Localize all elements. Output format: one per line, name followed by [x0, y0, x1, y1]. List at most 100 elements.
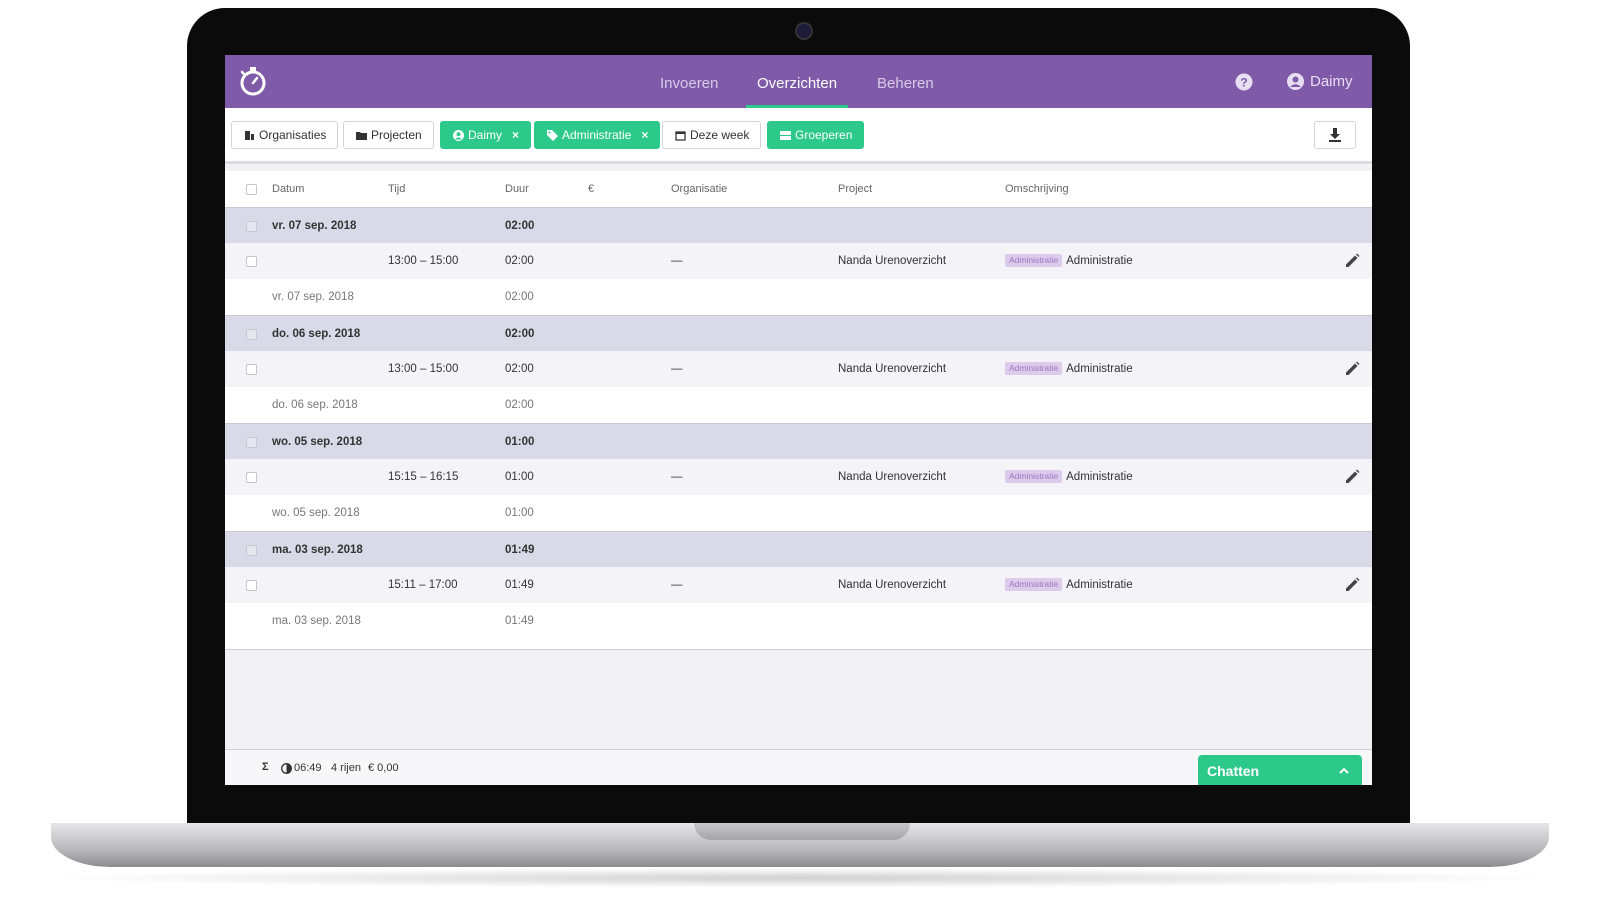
entry-description: Administratie Administratie	[1005, 351, 1133, 387]
entry-description: Administratie Administratie	[1005, 567, 1133, 603]
download-icon	[1329, 128, 1341, 142]
filter-icon-svg	[675, 130, 686, 141]
filter-button[interactable]: Organisaties	[231, 121, 339, 149]
group-date: wo. 05 sep. 2018	[272, 436, 363, 448]
entry-time: 15:15 – 16:15	[388, 471, 459, 483]
subtotal-total: 01:00	[505, 507, 534, 519]
entry-project: Nanda Urenoverzicht	[838, 363, 947, 375]
checkbox[interactable]	[246, 364, 257, 375]
edit-button[interactable]	[1344, 253, 1360, 269]
download-button[interactable]	[1314, 121, 1356, 149]
row-count: 4 rijen	[331, 762, 361, 774]
filter-label: Organisaties	[259, 128, 327, 142]
subtotal-row: wo. 05 sep. 2018 01:00	[225, 495, 1372, 531]
group-total: 01:49	[505, 544, 535, 556]
filter-icon	[244, 130, 255, 141]
subtotal-total: 02:00	[505, 399, 534, 411]
subtotal-total: 01:49	[505, 615, 534, 627]
group-date: ma. 03 sep. 2018	[272, 544, 363, 556]
checkbox[interactable]	[246, 472, 257, 483]
filter-button[interactable]: Projecten	[343, 121, 434, 149]
edit-icon	[1346, 577, 1360, 591]
entry-organisation: —	[671, 363, 683, 375]
shadow	[36, 868, 1564, 888]
checkbox[interactable]	[246, 221, 257, 232]
entry-row: 13:00 – 15:00 02:00 — Nanda Urenoverzicht Ad…	[225, 243, 1372, 279]
entry-organisation: —	[671, 579, 683, 591]
nav-item[interactable]: Beheren	[877, 75, 934, 92]
checkbox[interactable]	[246, 329, 257, 340]
filter-icon-svg	[453, 129, 464, 141]
description-text: Administratie	[1066, 255, 1133, 267]
group-date: vr. 07 sep. 2018	[272, 220, 357, 232]
description-text: Administratie	[1066, 471, 1133, 483]
entry-project: Nanda Urenoverzicht	[838, 579, 947, 591]
entry-description: Administratie Administratie	[1005, 243, 1133, 279]
entry-row: 15:11 – 17:00 01:49 — Nanda Urenoverzicht Ad…	[225, 567, 1372, 603]
filter-label: Daimy	[468, 128, 503, 142]
entry-time: 15:11 – 17:00	[388, 579, 458, 591]
entry-description: Administratie Administratie	[1005, 459, 1133, 495]
subtotal-row: do. 06 sep. 2018 02:00	[225, 387, 1372, 423]
toolbar: Organisaties Projecten Daimy × Administratie…	[225, 108, 1372, 164]
filter-label: Deze week	[690, 128, 750, 142]
column-header: Duur	[505, 183, 529, 195]
clock-icon	[281, 763, 292, 774]
filter-button[interactable]: Administratie ×	[534, 121, 661, 149]
filter-icon	[356, 130, 367, 141]
group-row: wo. 05 sep. 2018 01:00	[225, 423, 1372, 460]
entry-organisation: —	[671, 471, 683, 483]
laptop-notch	[694, 823, 910, 840]
checkbox[interactable]	[246, 437, 257, 448]
edit-button[interactable]	[1344, 469, 1360, 485]
nav-item[interactable]: Overzichten	[746, 55, 849, 108]
checkbox[interactable]	[246, 256, 257, 267]
laptop-mockup: Invoeren Overzichten Beheren ? Daimy Organ…	[16, 8, 1584, 893]
filter-button[interactable]: Daimy ×	[440, 121, 532, 149]
remove-filter[interactable]: ×	[641, 128, 649, 142]
entry-time: 13:00 – 15:00	[388, 255, 459, 267]
edit-button[interactable]	[1344, 361, 1360, 377]
user-menu[interactable]: Daimy	[1287, 55, 1353, 108]
entry-row: 15:15 – 16:15 01:00 — Nanda Urenoverzicht Ad…	[225, 459, 1372, 495]
chevron-up	[1339, 767, 1349, 774]
column-header: Datum	[272, 183, 305, 195]
svg-text:?: ?	[1240, 76, 1247, 90]
total-duration: 06:49	[294, 762, 322, 774]
user-name: Daimy	[1310, 73, 1353, 90]
sigma: Σ	[262, 761, 269, 773]
filter-icon	[547, 129, 558, 141]
screen: Invoeren Overzichten Beheren ? Daimy Organ…	[225, 55, 1372, 785]
entry-time: 13:00 – 15:00	[388, 363, 459, 375]
edit-icon	[1346, 361, 1360, 375]
checkbox[interactable]	[246, 545, 257, 556]
entry-duration: 02:00	[505, 255, 534, 267]
column-header: Project	[838, 183, 873, 195]
column-header: Organisatie	[671, 183, 728, 195]
entry-project: Nanda Urenoverzicht	[838, 471, 947, 483]
subtotal-row: vr. 07 sep. 2018 02:00	[225, 279, 1372, 315]
filter-button[interactable]: Deze week	[662, 121, 762, 149]
chat-button[interactable]: Chatten	[1198, 755, 1362, 785]
remove-filter[interactable]: ×	[512, 128, 520, 142]
checkbox[interactable]	[246, 580, 257, 591]
filter-button[interactable]: Groeperen	[767, 121, 865, 149]
table: Datum Tijd Duur € Organisatie Project Omschrij…	[225, 171, 1372, 650]
filter-icon	[780, 130, 791, 141]
footer: Σ 06:49 4 rijen € 0,00	[225, 749, 1372, 785]
filter-label: Groeperen	[795, 128, 853, 142]
filter-icon-svg	[356, 131, 367, 140]
filter-icon-svg	[780, 130, 791, 140]
tag: Administratie	[1005, 470, 1063, 483]
tag: Administratie	[1005, 362, 1063, 375]
nav-item[interactable]: Invoeren	[660, 75, 719, 92]
chat-label: Chatten	[1207, 763, 1260, 779]
user-icon	[1287, 73, 1304, 90]
edit-button[interactable]	[1344, 577, 1360, 593]
checkbox[interactable]	[246, 184, 257, 195]
logo[interactable]	[238, 64, 268, 98]
subtotal-row: ma. 03 sep. 2018 01:49	[225, 603, 1372, 639]
help-icon[interactable]: ?	[1235, 73, 1253, 91]
group-total: 02:00	[505, 328, 535, 340]
tag: Administratie	[1005, 578, 1063, 591]
